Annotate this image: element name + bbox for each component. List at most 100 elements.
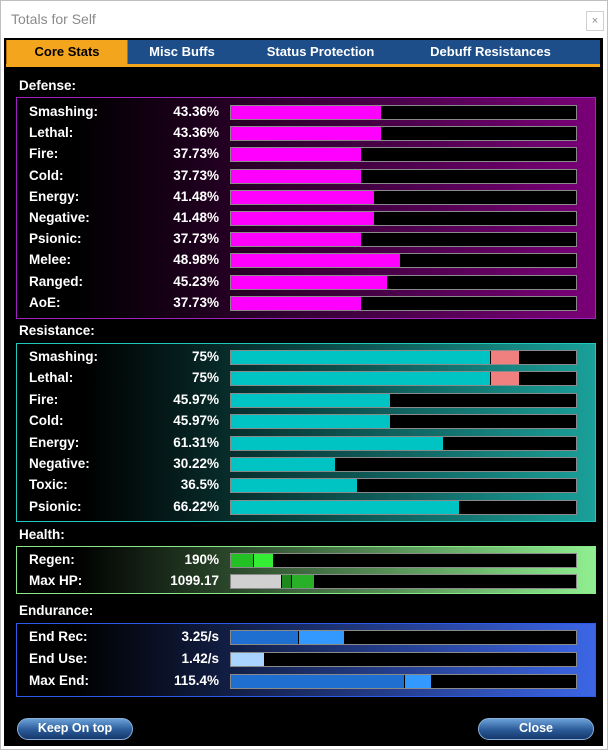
defense-bar-fill [231, 212, 374, 225]
defense-title: Defense: [19, 78, 77, 93]
endurance-bar-fill [231, 631, 298, 644]
defense-bar-fill [231, 106, 381, 119]
endurance-bar-fill [404, 675, 431, 688]
close-button[interactable]: Close [478, 718, 594, 740]
defense-bar [230, 232, 577, 248]
endurance-title: Endurance: [19, 603, 94, 618]
resistance-bar [230, 350, 577, 365]
resistance-title: Resistance: [19, 323, 95, 338]
defense-bar-fill [231, 169, 361, 183]
defense-row: Smashing: 43.36% [17, 102, 595, 123]
health-value: 1099.17 [170, 573, 219, 588]
resistance-bar-fill [231, 351, 490, 364]
resistance-value: 45.97% [173, 413, 219, 429]
resistance-value: 36.5% [180, 477, 219, 493]
keep-on-top-button[interactable]: Keep On top [17, 718, 133, 740]
health-bar-fill [231, 554, 253, 567]
resistance-bar [230, 392, 577, 408]
defense-value: 37.73% [173, 146, 219, 162]
health-label: Max HP: [29, 573, 83, 588]
defense-row: Fire: 37.73% [17, 144, 595, 165]
resistance-value: 61.31% [173, 434, 219, 450]
defense-row: Negative: 41.48% [17, 208, 595, 229]
tab-underline [6, 64, 600, 67]
resistance-value: 75% [191, 370, 219, 386]
close-icon[interactable]: × [586, 11, 604, 31]
endurance-panel: End Rec: 3.25/s End Use: 1.42/s Max End: 115.… [16, 623, 596, 697]
tab-misc-buffs[interactable]: Misc Buffs [149, 44, 215, 59]
defense-bar [230, 168, 577, 184]
health-title: Health: [19, 527, 65, 542]
resistance-row: Psionic: 66.22% [17, 497, 595, 518]
endurance-bar [230, 652, 577, 667]
resistance-row: Toxic: 36.5% [17, 475, 595, 496]
defense-label: Smashing: [29, 104, 99, 119]
resistance-bar-fill [231, 415, 390, 429]
health-row: Regen: 190% [17, 550, 595, 571]
endurance-bar-fill [231, 675, 404, 688]
resistance-value: 30.22% [173, 456, 219, 471]
tab-debuff-resistances[interactable]: Debuff Resistances [430, 44, 551, 59]
resistance-value: 75% [191, 349, 219, 364]
resistance-label: Lethal: [29, 370, 74, 386]
defense-label: Negative: [29, 210, 90, 225]
resistance-bar [230, 499, 577, 515]
resistance-value: 45.97% [173, 391, 219, 407]
resistance-label: Fire: [29, 391, 59, 407]
health-value: 190% [184, 552, 219, 567]
defense-label: Ranged: [29, 273, 83, 289]
defense-bar-fill [231, 148, 361, 162]
endurance-row: End Rec: 3.25/s [17, 627, 595, 648]
defense-row: Melee: 48.98% [17, 250, 595, 271]
resistance-row: Energy: 61.31% [17, 433, 595, 454]
defense-bar-fill [231, 127, 381, 141]
defense-value: 48.98% [173, 252, 219, 268]
health-bar-fill [253, 554, 273, 567]
endurance-value: 115.4% [173, 673, 219, 688]
defense-row: Cold: 37.73% [17, 166, 595, 187]
health-label: Regen: [29, 552, 75, 567]
endurance-value: 1.42/s [181, 651, 219, 666]
defense-value: 41.48% [173, 188, 219, 204]
defense-bar-fill [231, 233, 361, 247]
resistance-bar-fill [490, 372, 519, 386]
defense-row: Ranged: 45.23% [17, 272, 595, 293]
resistance-bar [230, 414, 577, 430]
resistance-bar [230, 371, 577, 387]
endurance-label: Max End: [29, 673, 90, 688]
defense-value: 41.48% [173, 210, 219, 225]
resistance-row: Negative: 30.22% [17, 454, 595, 475]
defense-label: Cold: [29, 167, 64, 183]
defense-row: Psionic: 37.73% [17, 229, 595, 250]
defense-row: AoE: 37.73% [17, 293, 595, 314]
defense-value: 37.73% [173, 231, 219, 247]
resistance-label: Cold: [29, 413, 64, 429]
defense-label: AoE: [29, 294, 61, 310]
endurance-bar-fill [298, 631, 344, 644]
endurance-bar [230, 630, 577, 645]
resistance-bar [230, 478, 577, 494]
resistance-row: Lethal: 75% [17, 368, 595, 389]
endurance-label: End Rec: [29, 629, 88, 644]
resistance-bar-fill [231, 372, 490, 386]
endurance-row: End Use: 1.42/s [17, 649, 595, 670]
endurance-value: 3.25/s [181, 629, 219, 644]
defense-bar [230, 295, 577, 311]
endurance-row: Max End: 115.4% [17, 671, 595, 692]
title-bar: Totals for Self × [1, 1, 607, 37]
resistance-row: Smashing: 75% [17, 347, 595, 368]
defense-value: 43.36% [173, 125, 219, 141]
health-bar [230, 553, 577, 568]
tab-status-protection[interactable]: Status Protection [266, 44, 375, 59]
tab-bar: Core Stats Misc Buffs Status Protection … [6, 40, 600, 64]
defense-label: Psionic: [29, 231, 82, 247]
resistance-label: Psionic: [29, 498, 82, 514]
defense-value: 45.23% [173, 273, 219, 289]
tab-core-stats[interactable]: Core Stats [6, 40, 128, 64]
defense-bar [230, 274, 577, 290]
defense-bar [230, 105, 577, 120]
defense-label: Energy: [29, 188, 80, 204]
endurance-bar-fill [231, 653, 264, 666]
defense-bar [230, 253, 577, 269]
defense-label: Fire: [29, 146, 59, 162]
